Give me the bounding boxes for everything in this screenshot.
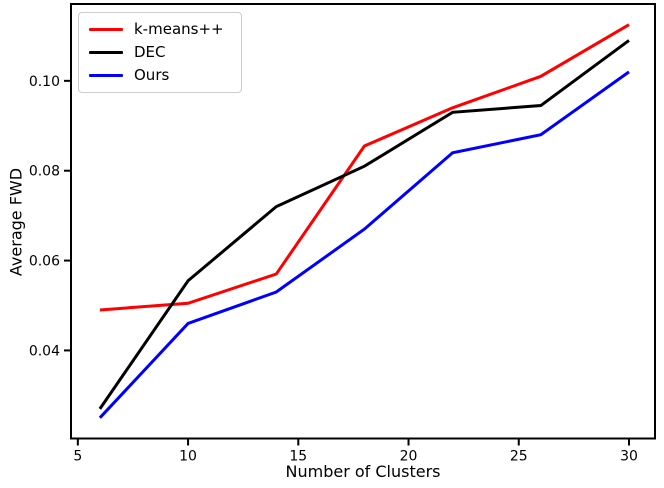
x-tick-label: 25 [510, 449, 528, 465]
y-tick-label: 0.06 [29, 254, 60, 270]
y-tick-label: 0.08 [29, 164, 60, 180]
y-axis-label: Average FWD [6, 167, 26, 277]
x-tick-label: 5 [73, 449, 82, 465]
legend-entry-label: k-means++ [134, 20, 224, 38]
series-line-0 [99, 23, 630, 312]
series-line-2 [98, 70, 630, 419]
legend: k-means++ DEC Ours [78, 12, 242, 93]
x-tick-label: 15 [289, 449, 307, 465]
legend-entry-label: DEC [134, 43, 166, 61]
legend-entry: Ours [89, 66, 231, 85]
axes-spines [70, 3, 656, 440]
legend-line-sample-ours [89, 74, 123, 77]
y-tick-label: 0.10 [29, 74, 60, 90]
x-tick-label: 10 [179, 449, 197, 465]
x-axis-label: Number of Clusters [285, 462, 441, 481]
x-tick-label: 30 [620, 449, 638, 465]
x-tick-label: 20 [400, 449, 418, 465]
legend-line-sample-dec [89, 51, 123, 54]
legend-entry: DEC [89, 43, 231, 62]
series-line-1 [98, 39, 630, 410]
legend-line-sample-kmeans [89, 28, 123, 31]
y-tick-label: 0.04 [29, 343, 60, 359]
legend-entry: k-means++ [89, 20, 231, 39]
legend-entry-label: Ours [134, 66, 170, 84]
